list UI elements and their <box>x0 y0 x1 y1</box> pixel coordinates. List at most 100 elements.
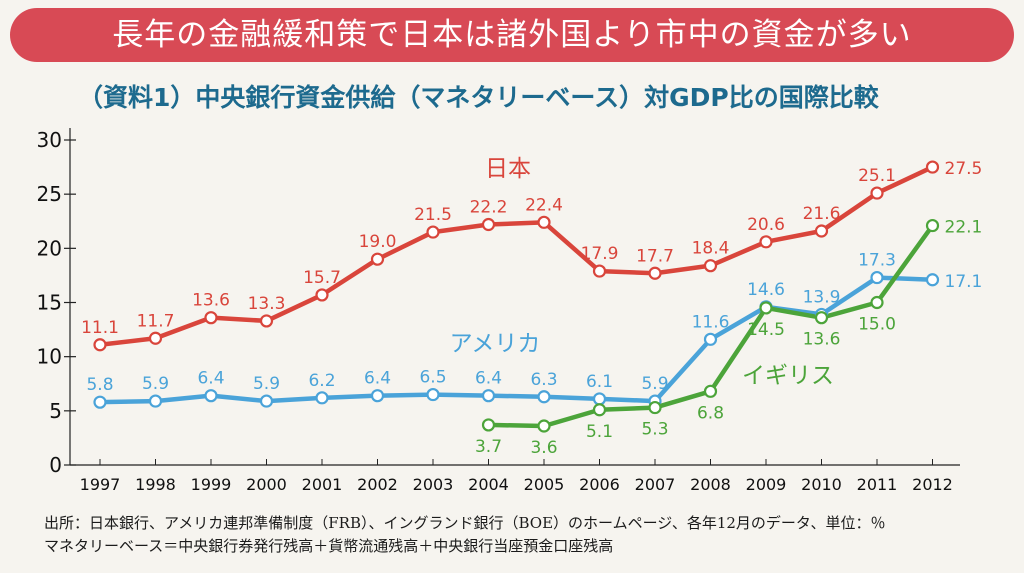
y-tick-label: 0 <box>49 453 62 477</box>
y-tick-label: 25 <box>37 182 62 206</box>
x-tick-label: 2010 <box>801 475 842 494</box>
data-point-1 <box>93 395 107 409</box>
headline-banner: 長年の金融緩和策で日本は諸外国より市中の資金が多い <box>10 8 1014 62</box>
series-line-0 <box>97 164 935 347</box>
data-point-1 <box>370 389 385 403</box>
chart-title: （資料1）中央銀行資金供給（マネタリーベース）対GDP比の国際比較 <box>78 83 879 112</box>
data-point-0 <box>426 225 440 239</box>
data-label-0: 21.5 <box>414 205 452 225</box>
data-label-0: 25.1 <box>858 166 896 186</box>
data-point-1 <box>259 394 274 408</box>
x-tick-label: 2009 <box>746 475 787 494</box>
data-label-1: 6.4 <box>475 369 502 389</box>
data-label-0: 17.9 <box>581 244 619 264</box>
data-point-0 <box>592 264 607 278</box>
data-point-1 <box>592 392 607 406</box>
series-name-label-0: 日本 <box>485 156 531 182</box>
data-label-0: 19.0 <box>359 232 397 252</box>
data-label-0: 21.6 <box>803 204 841 224</box>
footnote-source: 出所：日本銀行、アメリカ連邦準備制度（FRB）、イングランド銀行（BOE）のホー… <box>44 514 886 532</box>
data-point-1 <box>204 389 218 403</box>
data-label-1: 6.3 <box>530 370 557 390</box>
x-tick-label: 1997 <box>80 475 121 494</box>
data-label-0: 27.5 <box>945 159 983 179</box>
data-point-1 <box>925 273 940 287</box>
data-point-0 <box>870 186 884 200</box>
data-point-0 <box>148 331 163 345</box>
x-tick-label: 2005 <box>524 475 565 494</box>
data-label-0: 13.6 <box>192 291 230 311</box>
y-tick-label: 20 <box>37 236 62 260</box>
data-point-0 <box>93 338 107 352</box>
y-tick-label: 5 <box>49 399 62 423</box>
data-point-1 <box>481 389 496 403</box>
y-tick-label: 15 <box>37 291 62 315</box>
y-tick-label: 10 <box>37 345 62 369</box>
data-point-2 <box>481 418 496 432</box>
data-label-1: 14.6 <box>747 280 785 300</box>
data-label-2: 3.7 <box>475 437 502 457</box>
data-label-1: 6.2 <box>308 371 335 391</box>
x-tick-label: 2003 <box>413 475 454 494</box>
data-label-0: 22.4 <box>525 195 563 215</box>
data-label-0: 11.7 <box>137 311 175 331</box>
data-label-2: 14.5 <box>747 320 785 340</box>
data-point-0 <box>370 252 385 266</box>
x-tick-label: 2006 <box>579 475 620 494</box>
x-tick-label: 2002 <box>357 475 398 494</box>
data-label-0: 13.3 <box>248 294 286 314</box>
x-tick-label: 2001 <box>302 475 343 494</box>
data-point-0 <box>759 235 773 249</box>
data-label-0: 11.1 <box>81 318 119 338</box>
series-name-label-2: イギリス <box>742 363 834 389</box>
x-tick-label: 1999 <box>191 475 232 494</box>
data-label-1: 5.9 <box>641 374 668 394</box>
headline-text: 長年の金融緩和策で日本は諸外国より市中の資金が多い <box>112 17 912 53</box>
data-label-1: 17.1 <box>945 272 983 292</box>
data-label-0: 17.7 <box>636 246 674 266</box>
data-label-2: 5.3 <box>641 420 668 440</box>
data-label-0: 18.4 <box>692 239 730 259</box>
data-label-0: 15.7 <box>303 268 341 288</box>
data-label-2: 3.6 <box>530 438 557 458</box>
data-point-2 <box>537 419 551 433</box>
data-point-0 <box>481 217 496 232</box>
x-tick-label: 2012 <box>912 475 953 494</box>
data-point-2 <box>703 384 718 398</box>
x-tick-label: 2011 <box>857 475 898 494</box>
data-point-0 <box>814 224 829 238</box>
data-point-1 <box>315 391 329 405</box>
data-point-0 <box>648 266 662 280</box>
x-tick-label: 2004 <box>468 475 509 494</box>
data-label-2: 22.1 <box>945 218 983 238</box>
data-label-1: 6.4 <box>197 369 224 389</box>
data-point-0 <box>315 288 329 302</box>
data-label-1: 13.9 <box>803 287 841 307</box>
data-point-2 <box>592 403 607 417</box>
data-label-1: 11.6 <box>692 312 730 332</box>
data-label-1: 5.9 <box>253 374 280 394</box>
data-label-2: 15.0 <box>858 315 896 335</box>
data-label-1: 6.4 <box>364 369 391 389</box>
data-point-0 <box>703 259 718 273</box>
data-label-1: 17.3 <box>858 251 896 271</box>
data-label-1: 6.1 <box>586 372 613 392</box>
data-point-0 <box>925 160 940 174</box>
data-label-1: 6.5 <box>419 368 446 388</box>
data-point-0 <box>537 215 551 229</box>
footnote-definition: マネタリーベース＝中央銀行券発行残高＋貨幣流通残高＋中央銀行当座預金口座残高 <box>44 537 614 555</box>
series-name-label-1: アメリカ <box>450 331 541 357</box>
data-label-1: 5.8 <box>86 375 113 395</box>
x-tick-label: 2000 <box>246 475 287 494</box>
chart-footnotes: 出所：日本銀行、アメリカ連邦準備制度（FRB）、イングランド銀行（BOE）のホー… <box>44 512 885 558</box>
data-point-1 <box>870 270 884 285</box>
data-point-0 <box>259 314 274 328</box>
data-point-1 <box>426 387 440 402</box>
data-point-2 <box>814 311 829 325</box>
data-point-0 <box>204 311 218 325</box>
data-label-1: 5.9 <box>142 374 169 394</box>
data-point-1 <box>537 390 551 404</box>
data-label-0: 22.2 <box>470 198 508 218</box>
data-label-0: 20.6 <box>747 215 785 235</box>
data-label-2: 5.1 <box>586 422 613 442</box>
